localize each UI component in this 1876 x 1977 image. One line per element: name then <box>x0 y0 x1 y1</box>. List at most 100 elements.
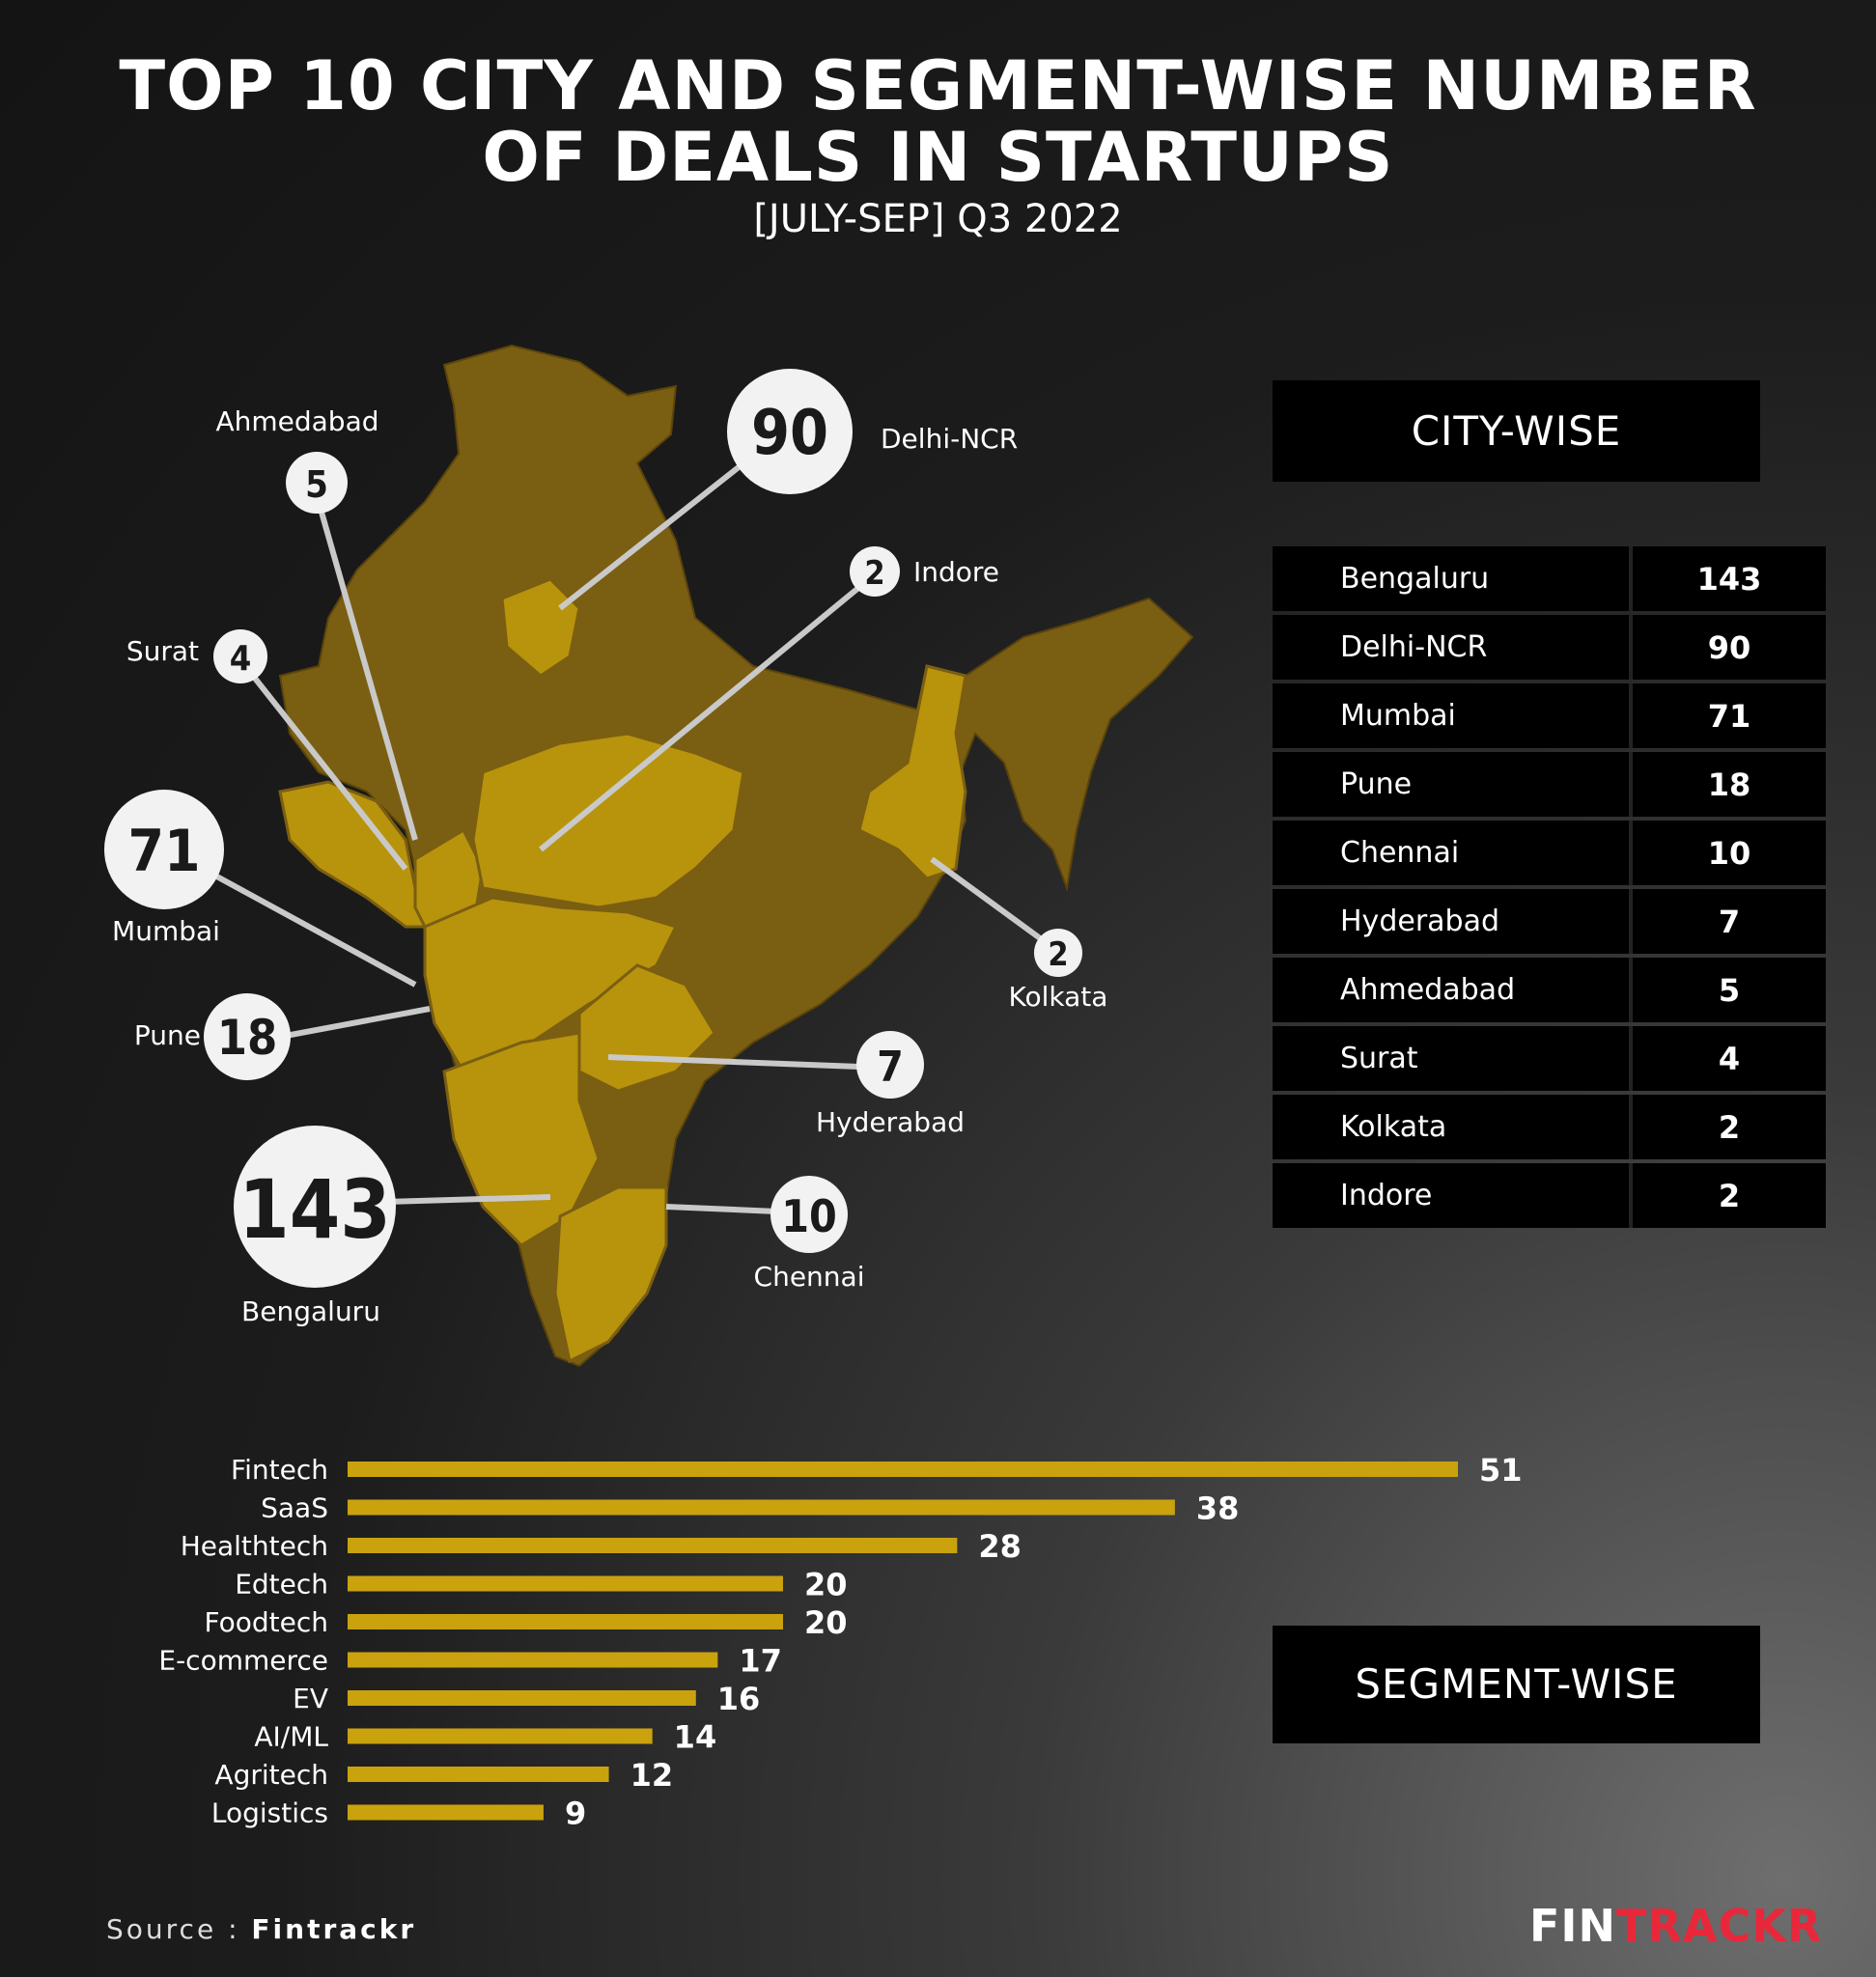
bubble-value: 71 <box>127 818 200 885</box>
bubble-value: 2 <box>864 554 884 593</box>
line-hyderabad <box>607 1054 860 1070</box>
region-tamilnadu <box>553 1185 668 1364</box>
city-name-cell: Bengaluru <box>1273 546 1629 611</box>
fintrackr-logo: FINTRACKR <box>1529 1900 1822 1952</box>
bubble-delhi: 90 <box>727 369 853 494</box>
label-delhi: Delhi-NCR <box>881 423 1018 455</box>
segment-value-label: 20 <box>804 1604 848 1641</box>
logo-part-1: FIN <box>1529 1900 1617 1952</box>
city-deals-cell: 10 <box>1629 821 1826 885</box>
line-delhi <box>558 460 745 611</box>
bubble-indore: 2 <box>850 546 900 597</box>
segment-bar <box>348 1804 544 1821</box>
city-deals-cell: 90 <box>1629 615 1826 680</box>
title-line-2: OF DEALS IN STARTUPS <box>482 118 1394 197</box>
city-row: Bengaluru 143 <box>1273 546 1826 611</box>
segment-value-label: 14 <box>674 1719 717 1756</box>
bubble-value: 143 <box>238 1162 391 1257</box>
city-row: Delhi-NCR 90 <box>1273 615 1826 680</box>
city-name-cell: Delhi-NCR <box>1273 615 1629 680</box>
bubble-mumbai: 71 <box>104 790 224 909</box>
city-row: Hyderabad 7 <box>1273 889 1826 954</box>
city-row: Chennai 10 <box>1273 821 1826 885</box>
line-pune <box>274 1006 431 1041</box>
city-name-cell: Hyderabad <box>1273 889 1629 954</box>
line-mumbai <box>201 866 417 988</box>
city-deals-cell: 2 <box>1629 1163 1826 1228</box>
region-karnataka <box>442 1031 601 1247</box>
bubble-value: 5 <box>305 463 328 506</box>
city-name-cell: Chennai <box>1273 821 1629 885</box>
city-name-cell: Indore <box>1273 1163 1629 1228</box>
city-deals-cell: 18 <box>1629 752 1826 817</box>
callout-lines <box>201 460 1059 1214</box>
city-deals-cell: 4 <box>1629 1026 1826 1091</box>
segment-value-label: 51 <box>1479 1452 1523 1489</box>
page-title: TOP 10 CITY AND SEGMENT-WISE NUMBER OF D… <box>0 50 1876 193</box>
bubble-pune: 18 <box>204 993 291 1080</box>
segment-bar <box>348 1614 783 1629</box>
segment-bar <box>348 1575 783 1592</box>
city-row: Ahmedabad 5 <box>1273 958 1826 1022</box>
segment-label: EV <box>293 1683 328 1714</box>
segment-value-label: 16 <box>717 1681 761 1717</box>
segment-label: AI/ML <box>254 1721 328 1753</box>
bubble-value: 18 <box>217 1010 278 1066</box>
line-indore <box>539 576 871 852</box>
segment-value-label: 17 <box>739 1643 782 1680</box>
city-name-cell: Pune <box>1273 752 1629 817</box>
segment-value-label: 9 <box>565 1796 586 1832</box>
city-labels: Delhi-NCR Indore Ahmedabad Surat Mumbai … <box>112 405 1107 1327</box>
line-bengaluru <box>385 1194 551 1205</box>
segment-bar <box>348 1728 653 1744</box>
city-deals-cell: 2 <box>1629 1095 1826 1159</box>
bubble-bengaluru: 143 <box>234 1126 396 1288</box>
highlighted-states <box>278 577 967 1364</box>
city-name-cell: Surat <box>1273 1026 1629 1091</box>
city-name-cell: Mumbai <box>1273 683 1629 748</box>
city-deals-cell: 143 <box>1629 546 1826 611</box>
label-ahmedabad: Ahmedabad <box>215 405 378 437</box>
city-row: Mumbai 71 <box>1273 683 1826 748</box>
label-mumbai: Mumbai <box>112 915 220 947</box>
segment-value-label: 28 <box>978 1528 1022 1565</box>
label-pune: Pune <box>134 1019 201 1051</box>
city-deals-cell: 5 <box>1629 958 1826 1022</box>
line-kolkata <box>930 856 1059 954</box>
segment-bar <box>348 1767 609 1782</box>
segment-label: Logistics <box>211 1797 328 1829</box>
bubble-kolkata: 2 <box>1034 929 1082 977</box>
bubble-surat: 4 <box>213 629 267 683</box>
city-row: Pune 18 <box>1273 752 1826 817</box>
label-kolkata: Kolkata <box>1009 981 1108 1013</box>
segment-value-label: 38 <box>1196 1490 1240 1527</box>
title-line-1: TOP 10 CITY AND SEGMENT-WISE NUMBER <box>119 46 1757 125</box>
source-credit: Source : Fintrackr <box>106 1913 416 1945</box>
bubble-value: 10 <box>781 1190 837 1242</box>
label-indore: Indore <box>913 556 999 588</box>
segment-label: SaaS <box>261 1492 328 1524</box>
label-surat: Surat <box>126 635 199 667</box>
label-chennai: Chennai <box>754 1261 865 1293</box>
city-row: Surat 4 <box>1273 1026 1826 1091</box>
city-name-cell: Kolkata <box>1273 1095 1629 1159</box>
source-name: Fintrackr <box>251 1913 417 1945</box>
segment-value-label: 20 <box>804 1567 848 1603</box>
segment-bar <box>348 1462 1458 1477</box>
segment-bar <box>348 1690 696 1706</box>
city-deals-cell: 71 <box>1629 683 1826 748</box>
city-wise-header: CITY-WISE <box>1273 380 1760 482</box>
segment-label: Agritech <box>214 1759 328 1791</box>
city-name-cell: Ahmedabad <box>1273 958 1629 1022</box>
bubble-ahmedabad: 5 <box>286 452 348 514</box>
segment-label: Healthtech <box>181 1530 328 1562</box>
region-mp <box>471 732 745 909</box>
logo-part-2: TRACKR <box>1616 1900 1823 1952</box>
segment-label: Fintech <box>231 1454 328 1486</box>
bubble-value: 90 <box>751 398 828 469</box>
bubble-value: 7 <box>877 1043 904 1092</box>
city-row: Kolkata 2 <box>1273 1095 1826 1159</box>
segment-bar <box>348 1499 1175 1516</box>
line-chennai <box>665 1204 778 1214</box>
